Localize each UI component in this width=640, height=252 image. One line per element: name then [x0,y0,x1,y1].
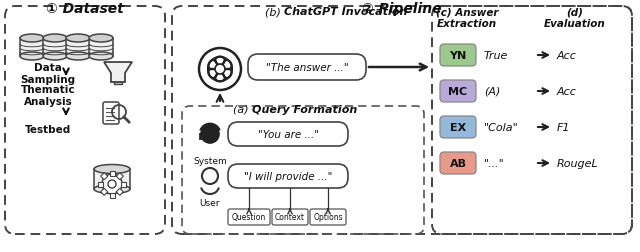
Text: Query Formation: Query Formation [252,105,357,115]
Ellipse shape [20,53,44,61]
Bar [116,173,124,180]
Text: Question: Question [232,213,266,222]
Text: True: True [484,51,508,61]
FancyBboxPatch shape [228,122,348,146]
Polygon shape [94,169,130,189]
Text: "The answer ...": "The answer ..." [266,63,348,73]
Polygon shape [20,39,44,57]
Text: YN: YN [449,51,467,61]
Circle shape [201,125,219,143]
Text: User: User [200,198,220,207]
Text: F1: F1 [557,122,570,133]
Bar [120,182,125,187]
FancyBboxPatch shape [272,209,308,225]
Ellipse shape [20,35,44,43]
Bar [109,171,115,176]
Text: MC: MC [449,87,468,97]
Text: (a): (a) [233,105,252,115]
Text: "Cola": "Cola" [484,122,519,133]
Text: (d)
Evaluation: (d) Evaluation [544,7,606,28]
Text: Data
Sampling: Data Sampling [20,63,76,84]
Bar [100,188,108,196]
Text: "...": "..." [484,158,505,168]
Bar [116,188,124,196]
Text: EX: EX [450,122,466,133]
FancyBboxPatch shape [103,103,119,124]
Ellipse shape [94,165,130,174]
Ellipse shape [89,35,113,43]
Circle shape [199,49,241,91]
Text: ChatGPT Invocation: ChatGPT Invocation [284,7,408,17]
Ellipse shape [43,53,67,61]
Polygon shape [43,39,67,57]
Text: "I will provide ...": "I will provide ..." [244,171,332,181]
Text: (c) Answer
Extraction: (c) Answer Extraction [436,7,499,28]
Text: "You are ...": "You are ..." [257,130,319,139]
Ellipse shape [89,53,113,61]
FancyBboxPatch shape [248,55,366,81]
Text: Testbed: Testbed [25,124,71,135]
Circle shape [215,65,225,75]
FancyBboxPatch shape [228,209,270,225]
Polygon shape [104,63,132,83]
FancyBboxPatch shape [228,164,348,188]
FancyBboxPatch shape [440,152,476,174]
Text: (b): (b) [264,7,284,17]
Text: RougeL: RougeL [557,158,599,168]
Bar [109,193,115,198]
Text: AB: AB [449,158,467,168]
Circle shape [102,174,122,194]
Text: ② Pipeline: ② Pipeline [362,2,442,16]
Text: ① Dataset: ① Dataset [46,2,124,16]
FancyBboxPatch shape [440,81,476,103]
Bar [100,173,108,180]
Circle shape [108,180,116,188]
Text: System: System [193,156,227,165]
Ellipse shape [66,35,90,43]
FancyBboxPatch shape [440,116,476,138]
Polygon shape [66,39,90,57]
Ellipse shape [94,185,130,194]
Ellipse shape [66,53,90,61]
Text: (A): (A) [484,87,500,97]
Bar [99,182,104,187]
Text: Acc: Acc [557,87,577,97]
Text: Acc: Acc [557,51,577,61]
Text: Context: Context [275,213,305,222]
Polygon shape [89,39,113,57]
Ellipse shape [43,35,67,43]
Text: Thematic
Analysis: Thematic Analysis [20,85,76,106]
Text: Options: Options [313,213,343,222]
FancyBboxPatch shape [310,209,346,225]
FancyBboxPatch shape [440,45,476,67]
